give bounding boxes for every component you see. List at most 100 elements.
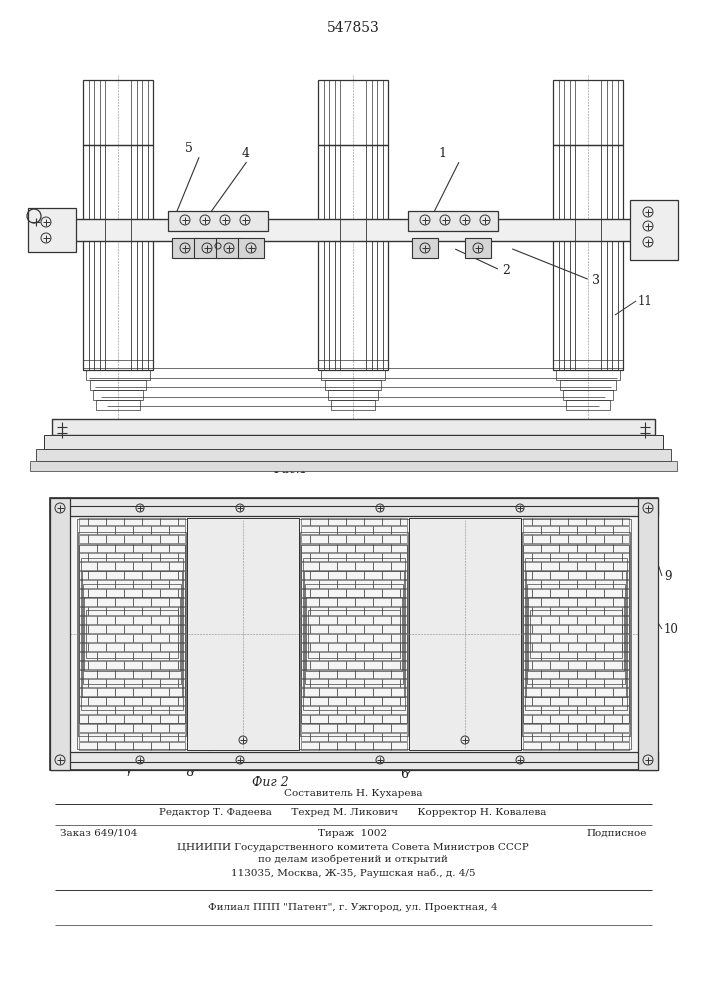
Text: 10: 10 xyxy=(664,623,679,636)
Bar xyxy=(523,706,540,714)
Bar xyxy=(160,570,177,579)
Bar xyxy=(559,597,576,606)
Bar xyxy=(532,518,549,525)
Bar xyxy=(382,643,399,651)
Bar xyxy=(553,80,623,145)
Bar xyxy=(622,588,629,597)
Text: 547853: 547853 xyxy=(327,21,380,35)
Bar xyxy=(142,606,160,615)
Bar xyxy=(391,526,407,534)
Bar xyxy=(337,580,354,588)
Bar xyxy=(94,80,142,145)
Bar xyxy=(160,696,177,705)
Bar xyxy=(568,624,585,633)
Bar xyxy=(622,732,629,741)
Text: 11: 11 xyxy=(638,295,653,308)
Bar xyxy=(115,670,132,678)
Bar xyxy=(301,660,310,669)
Bar xyxy=(559,526,576,534)
Bar xyxy=(151,580,168,588)
Bar xyxy=(604,696,621,705)
Text: Фиг 2: Фиг 2 xyxy=(252,776,288,789)
Bar xyxy=(613,580,629,588)
Bar xyxy=(532,624,549,633)
Bar xyxy=(337,544,354,552)
Bar xyxy=(115,634,132,642)
Bar xyxy=(133,652,151,660)
Bar xyxy=(550,714,568,723)
Bar xyxy=(400,534,407,543)
Bar xyxy=(355,688,373,696)
Bar xyxy=(550,660,568,669)
Bar xyxy=(160,588,177,597)
Bar xyxy=(400,696,407,705)
Bar xyxy=(577,580,595,588)
Bar xyxy=(577,670,595,678)
Bar xyxy=(160,660,177,669)
Bar xyxy=(308,610,400,658)
Bar xyxy=(100,145,136,370)
Bar xyxy=(301,545,407,723)
Bar xyxy=(328,552,346,561)
Bar xyxy=(319,562,337,570)
Bar xyxy=(310,696,327,705)
Bar xyxy=(553,145,623,370)
Bar xyxy=(169,706,185,714)
Bar xyxy=(97,688,115,696)
Bar xyxy=(124,660,141,669)
Bar xyxy=(622,518,629,525)
Bar xyxy=(346,552,363,561)
Bar xyxy=(523,652,540,660)
Bar xyxy=(391,742,407,750)
Bar xyxy=(88,588,105,597)
Bar xyxy=(577,597,595,606)
Bar xyxy=(622,643,629,651)
Bar xyxy=(306,597,402,671)
Bar xyxy=(160,624,177,633)
Bar xyxy=(604,518,621,525)
Bar xyxy=(142,678,160,687)
Bar xyxy=(523,678,532,687)
Bar xyxy=(337,634,354,642)
Bar xyxy=(373,724,390,732)
Bar xyxy=(541,562,559,570)
Bar xyxy=(97,706,115,714)
Bar xyxy=(50,498,658,516)
Bar xyxy=(382,570,399,579)
Bar xyxy=(541,688,559,696)
Bar xyxy=(142,696,160,705)
Bar xyxy=(340,80,366,145)
Bar xyxy=(523,534,532,543)
Bar xyxy=(301,742,318,750)
Bar xyxy=(577,544,595,552)
Bar xyxy=(346,732,363,741)
Bar xyxy=(169,670,185,678)
Bar xyxy=(382,714,399,723)
Bar xyxy=(319,615,337,624)
Bar xyxy=(124,606,141,615)
Bar xyxy=(553,360,623,370)
Bar xyxy=(391,724,407,732)
Bar xyxy=(364,696,382,705)
Bar xyxy=(178,643,185,651)
Bar xyxy=(319,706,337,714)
Bar xyxy=(355,526,373,534)
Bar xyxy=(364,606,382,615)
Bar xyxy=(364,534,382,543)
Bar xyxy=(564,80,612,145)
Bar xyxy=(622,552,629,561)
Bar xyxy=(79,670,96,678)
Bar xyxy=(575,80,601,145)
Bar xyxy=(115,597,132,606)
Bar xyxy=(559,724,576,732)
Bar xyxy=(88,80,148,145)
Bar xyxy=(36,449,671,461)
Bar xyxy=(299,519,409,749)
Bar xyxy=(550,696,568,705)
Bar xyxy=(106,606,124,615)
Bar xyxy=(310,606,327,615)
Bar xyxy=(564,145,612,370)
Bar xyxy=(238,238,264,258)
Bar xyxy=(151,706,168,714)
Bar xyxy=(169,724,185,732)
